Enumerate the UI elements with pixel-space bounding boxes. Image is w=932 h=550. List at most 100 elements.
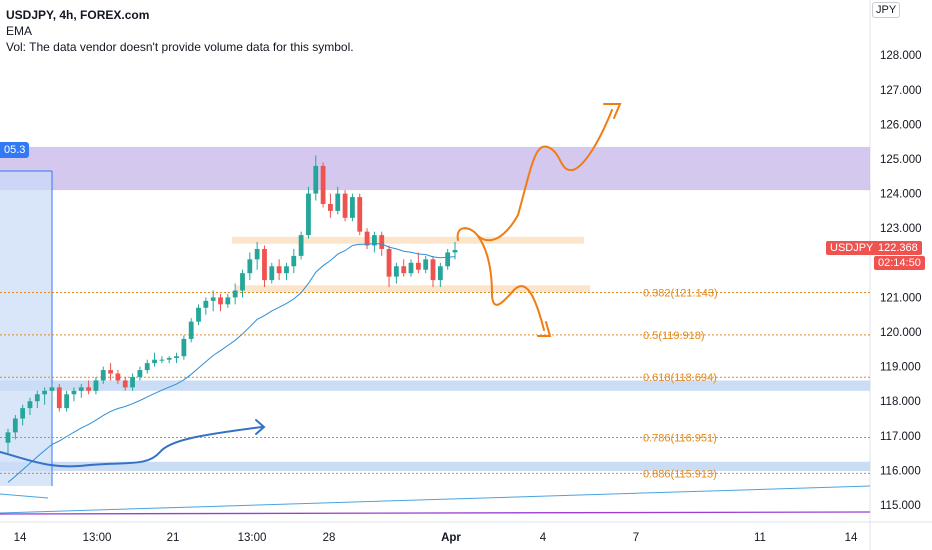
candle-body [232,290,238,298]
price-tick-label: 119.000 [880,362,921,374]
candle-body [86,387,92,391]
bearish-path-sketch [477,235,545,331]
volume-indicator-label[interactable]: Vol: The data vendor doesn't provide vol… [6,40,354,54]
candle-body [159,359,165,361]
price-tick-label: 124.000 [880,189,922,201]
zone-blue [0,380,870,391]
time-tick-label: 4 [540,532,547,544]
time-tick-label: 11 [754,532,766,544]
candle-body [401,266,407,274]
candle-body [108,370,113,374]
candle-body [166,357,172,360]
candle-body [100,370,106,381]
short-trendline [0,493,49,499]
candle-body [262,248,267,281]
currency-badge[interactable]: JPY [872,2,901,18]
candle-body [93,380,99,391]
candle-body [64,394,70,409]
chart-title[interactable]: USDJPY, 4h, FOREX.com [6,8,150,22]
zone-blue [0,461,870,472]
time-tick-label: 28 [323,532,336,544]
price-tick-label: 126.000 [880,119,922,131]
fib-label: 0.886(115.913) [643,468,717,480]
candle-body [269,266,275,281]
bullish-arrow-head [603,103,622,119]
candle-body [196,307,201,322]
candle-body [350,197,355,218]
candle-body [42,390,48,395]
candle-body [188,321,194,339]
price-tick-label: 121.000 [880,292,922,304]
candle-body [247,259,253,274]
time-tick-label: 14 [845,532,858,544]
price-tick-label: 120.000 [880,327,922,339]
candle-body [445,252,451,267]
candle-body [408,262,414,274]
candle-body [181,338,187,357]
candle-body [152,359,157,364]
ema-indicator-label[interactable]: EMA [6,24,33,38]
candle-body [27,401,33,409]
candle-body [137,370,143,377]
price-tick-label: 115.000 [880,500,921,512]
zone-resistance [0,146,870,191]
candle-body [78,387,84,391]
candle-body [328,203,333,211]
candle-body [430,259,436,281]
candle-body [306,193,311,236]
blue-arrow-head [255,419,266,435]
candle-body [342,193,348,218]
candle-body [144,363,150,371]
time-tick-label: 13:00 [83,532,112,544]
candle-body [379,235,385,249]
candle-body [20,408,26,419]
ema-line [7,242,456,483]
candle-body [174,356,179,358]
last-price-badge: 122.368 [874,241,922,256]
candle-body [5,432,11,443]
candle-body [423,259,429,270]
fib-label: 0.786(116.951) [643,432,717,444]
candle-body [254,248,260,260]
candle-body [452,249,458,253]
candle-body [130,376,135,388]
fib-label: 0.5(119.918) [643,330,705,342]
price-tick-label: 128.000 [880,50,922,62]
candle-body [357,197,363,232]
fib-label: 0.618(118.694) [643,372,717,384]
trendline-long [0,485,871,514]
time-tick-label: 13:00 [238,532,267,544]
candle-body [225,297,231,305]
price-tick-label: 116.000 [880,465,921,477]
price-tick-label: 125.000 [880,154,922,166]
candle-body [12,418,18,433]
candle-body [364,231,370,246]
time-tick-label: 14 [14,532,27,544]
range-price-tag: 05.3 [0,142,30,158]
candle-body [415,262,421,270]
blue-path-sketch [0,426,263,468]
fib-label: 0.382(121.143) [643,287,718,299]
candle-body [298,235,304,256]
countdown-badge: 02:14:50 [874,256,925,271]
price-tick-label: 117.000 [880,431,921,443]
candle-body [49,387,55,391]
candle-body [122,380,128,388]
candle-body [386,248,392,277]
zone-orange [232,236,584,244]
time-tick-label: Apr [441,532,461,544]
candle-body [276,266,282,274]
candle-body [320,165,326,204]
candle-body [115,373,121,381]
candle-body [56,387,62,409]
price-tick-label: 123.000 [880,223,922,235]
candle-body [335,193,341,211]
purple-line [0,511,871,515]
price-tick-label: 118.000 [880,396,921,408]
time-tick-label: 21 [167,532,180,544]
candle-body [71,390,77,395]
candle-body [291,255,297,267]
candle-body [210,297,216,301]
candle-body [240,273,245,291]
